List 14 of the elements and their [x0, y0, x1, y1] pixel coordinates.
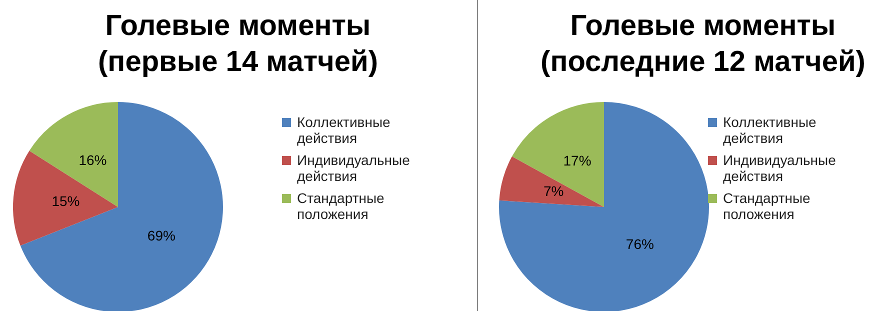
- data-label: 76%: [626, 236, 654, 252]
- data-label: 15%: [52, 192, 80, 209]
- legend-label: Коллективные действия: [723, 114, 818, 146]
- chart-title: Голевые моменты (последние 12 матчей): [540, 9, 866, 80]
- legend-label: Индивидуальные действия: [297, 152, 411, 184]
- data-label: 69%: [147, 227, 176, 244]
- chart-title: Голевые моменты (первые 14 матчей): [97, 9, 379, 80]
- legend-label: Коллективные действия: [297, 114, 392, 146]
- legend-label: Стандартные положения: [723, 190, 812, 222]
- data-label: 17%: [563, 152, 592, 169]
- legend-label: Индивидуальные действия: [723, 152, 837, 184]
- legend-label: Стандартные положения: [297, 190, 386, 222]
- data-label: 7%: [543, 183, 564, 200]
- data-label: 16%: [78, 152, 107, 168]
